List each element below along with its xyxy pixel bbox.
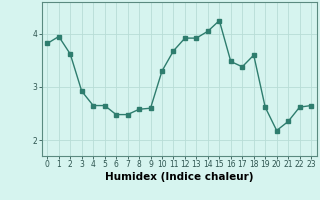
X-axis label: Humidex (Indice chaleur): Humidex (Indice chaleur)	[105, 172, 253, 182]
